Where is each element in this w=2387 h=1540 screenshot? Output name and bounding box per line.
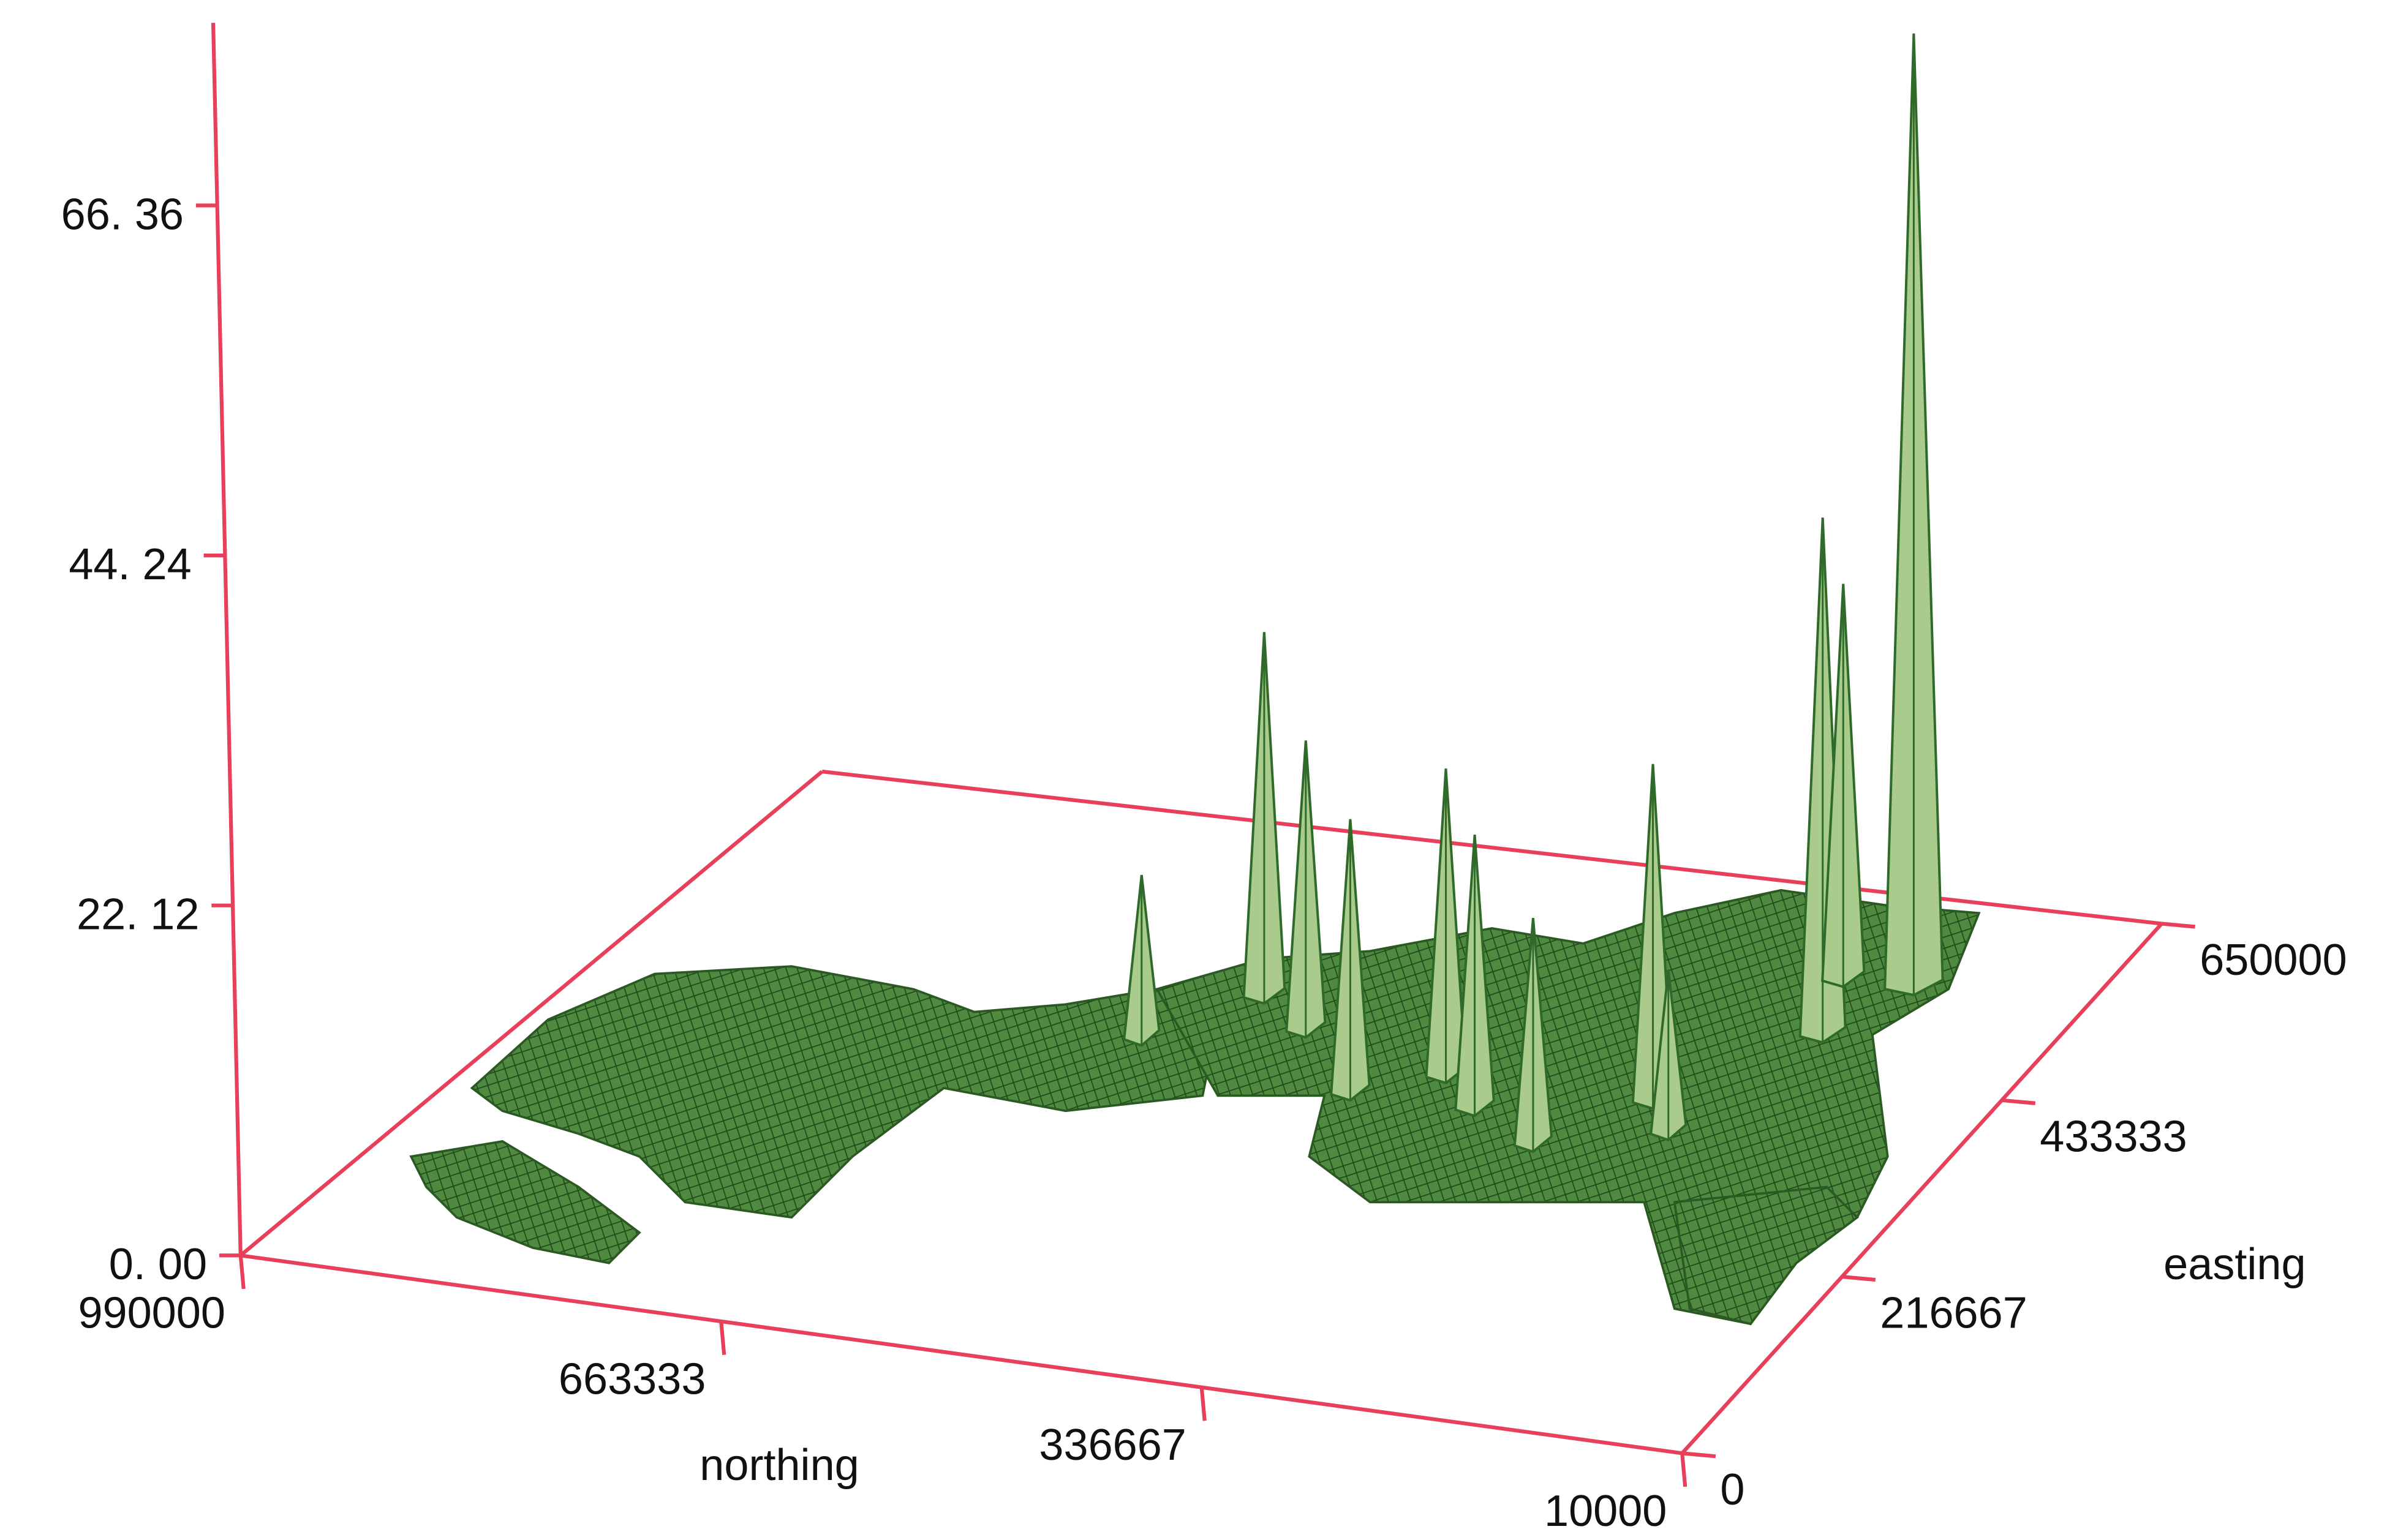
y-tick-label: 433333 <box>2040 1112 2187 1161</box>
surface-base <box>411 890 1979 1324</box>
surface-patch <box>472 966 1218 1217</box>
x-tick-label: 990000 <box>78 1289 225 1338</box>
y-tick-label: 216667 <box>1880 1289 2027 1338</box>
x-tick-label: 663333 <box>559 1354 706 1403</box>
x-tick-label: 336667 <box>1039 1421 1186 1470</box>
y-tick <box>1682 1453 1716 1456</box>
axis-line <box>213 23 241 1255</box>
chart: 0. 00 22. 12 44. 24 66. 36 990000 663333 33666… <box>0 0 2387 1540</box>
surface-patch <box>1675 1187 1857 1324</box>
x-tick <box>721 1321 724 1355</box>
y-axis-label: easting <box>2163 1240 2306 1289</box>
z-tick-label: 44. 24 <box>69 540 191 589</box>
x-tick-label: 10000 <box>1544 1487 1667 1536</box>
page: {"chart_data": { "type": "surface3d", "x… <box>0 0 2387 1540</box>
x-tick <box>1202 1388 1205 1421</box>
y-tick <box>1842 1277 1876 1280</box>
z-tick-label: 0. 00 <box>109 1240 207 1289</box>
axis-line <box>822 772 2162 924</box>
surface-patch <box>411 1141 639 1263</box>
z-tick-label: 66. 36 <box>61 190 184 239</box>
y-tick-label: 0 <box>1720 1465 1744 1514</box>
axis-line <box>241 1255 1682 1453</box>
y-tick <box>2002 1100 2035 1103</box>
y-tick-label: 650000 <box>2200 936 2347 985</box>
x-axis-label: northing <box>700 1441 859 1490</box>
z-tick-label: 22. 12 <box>77 890 199 939</box>
x-tick <box>241 1255 244 1289</box>
y-tick <box>2162 924 2195 927</box>
x-tick <box>1682 1453 1685 1487</box>
